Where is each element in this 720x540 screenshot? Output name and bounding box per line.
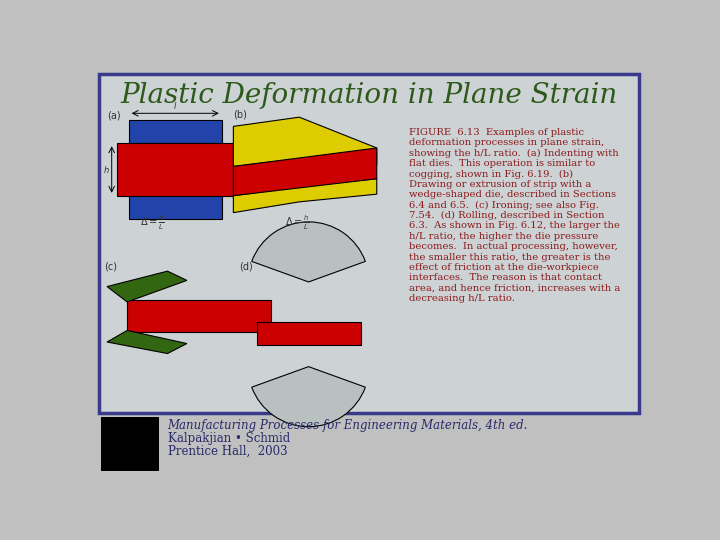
Text: flat dies.  This operation is similar to: flat dies. This operation is similar to [409, 159, 595, 168]
Bar [129, 195, 222, 219]
Text: 6.4 and 6.5.  (c) Ironing; see also Fig.: 6.4 and 6.5. (c) Ironing; see also Fig. [409, 201, 599, 210]
Text: area, and hence friction, increases with a: area, and hence friction, increases with… [409, 284, 621, 293]
Text: showing the h/L ratio.  (a) Indenting with: showing the h/L ratio. (a) Indenting wit… [409, 148, 619, 158]
Text: decreasing h/L ratio.: decreasing h/L ratio. [409, 294, 516, 303]
Text: (a): (a) [107, 111, 121, 121]
Text: wedge-shaped die, described in Sections: wedge-shaped die, described in Sections [409, 190, 616, 199]
Text: Manufacturing Processes for Engineering Materials, 4th ed.: Manufacturing Processes for Engineering … [168, 419, 528, 432]
Text: (b): (b) [233, 109, 247, 119]
Bar [256, 322, 361, 345]
Text: 6.3.  As shown in Fig. 6.12, the larger the: 6.3. As shown in Fig. 6.12, the larger t… [409, 221, 621, 231]
Text: $h$: $h$ [103, 164, 109, 175]
Text: becomes.  In actual processing, however,: becomes. In actual processing, however, [409, 242, 618, 251]
Text: Kalpakjian • Schmid: Kalpakjian • Schmid [168, 432, 289, 445]
Bar [117, 143, 233, 195]
Text: Drawing or extrusion of strip with a: Drawing or extrusion of strip with a [409, 180, 592, 189]
Text: the smaller this ratio, the greater is the: the smaller this ratio, the greater is t… [409, 253, 611, 262]
FancyBboxPatch shape [99, 74, 639, 413]
Text: $l$: $l$ [173, 100, 177, 111]
Text: h/L ratio, the higher the die pressure: h/L ratio, the higher the die pressure [409, 232, 598, 241]
Bar [127, 300, 271, 332]
Polygon shape [233, 117, 377, 166]
Text: (d): (d) [239, 261, 253, 272]
Wedge shape [252, 222, 365, 282]
Polygon shape [233, 179, 377, 213]
Text: $\Delta = \frac{h}{L}$: $\Delta = \frac{h}{L}$ [285, 214, 310, 232]
Text: (c): (c) [104, 261, 117, 272]
Text: 7.54.  (d) Rolling, described in Section: 7.54. (d) Rolling, described in Section [409, 211, 605, 220]
Text: deformation processes in plane strain,: deformation processes in plane strain, [409, 138, 605, 147]
Polygon shape [233, 148, 377, 195]
Bar [101, 417, 159, 471]
Bar [129, 120, 222, 143]
Polygon shape [107, 330, 187, 354]
Wedge shape [252, 367, 365, 427]
Text: $\Delta = \frac{h}{L}$: $\Delta = \frac{h}{L}$ [140, 214, 166, 232]
Text: effect of friction at the die-workpiece: effect of friction at the die-workpiece [409, 263, 599, 272]
Text: FIGURE  6.13  Examples of plastic: FIGURE 6.13 Examples of plastic [409, 128, 585, 137]
Text: Prentice Hall,  2003: Prentice Hall, 2003 [168, 445, 287, 458]
Text: cogging, shown in Fig. 6.19.  (b): cogging, shown in Fig. 6.19. (b) [409, 170, 573, 179]
Polygon shape [107, 271, 187, 302]
Text: interfaces.  The reason is that contact: interfaces. The reason is that contact [409, 273, 603, 282]
FancyBboxPatch shape [90, 65, 648, 481]
Text: Plastic Deformation in Plane Strain: Plastic Deformation in Plane Strain [120, 82, 618, 109]
